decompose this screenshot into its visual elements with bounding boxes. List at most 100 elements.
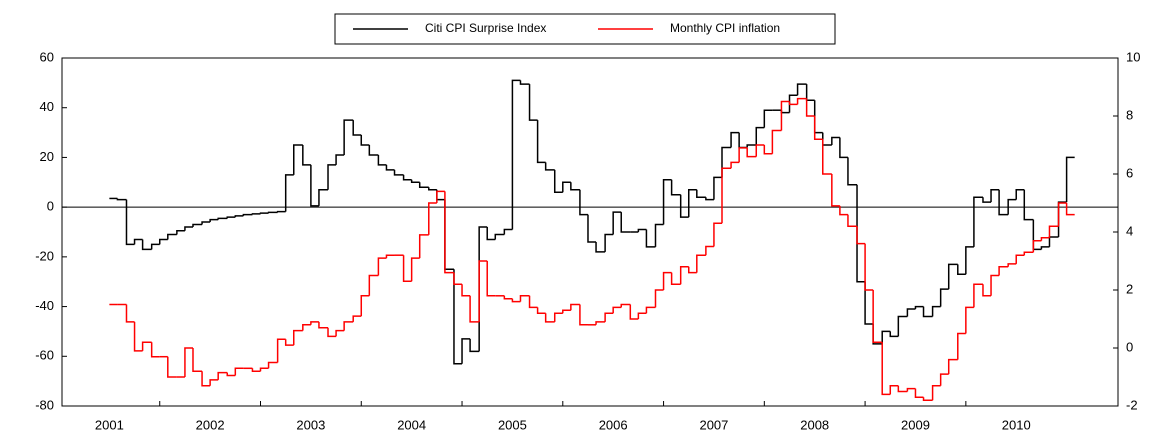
step-segment xyxy=(931,384,941,401)
step-segment xyxy=(914,388,924,399)
step-segment xyxy=(738,147,748,163)
x-tick-label: 2001 xyxy=(95,417,124,432)
step-segment xyxy=(889,331,899,338)
x-tick-label: 2006 xyxy=(599,417,628,432)
step-segment xyxy=(973,196,983,247)
x-tick-label: 2009 xyxy=(901,417,930,432)
x-tick-label: 2008 xyxy=(800,417,829,432)
step-segment xyxy=(922,397,933,401)
step-segment xyxy=(570,182,580,191)
y-tick-label: -80 xyxy=(35,397,54,412)
step-segment xyxy=(486,261,496,297)
step-segment xyxy=(822,132,832,146)
step-segment xyxy=(428,202,437,235)
step-segment xyxy=(1023,189,1034,221)
step-segment xyxy=(604,312,614,322)
step-segment xyxy=(150,243,160,250)
step-segment xyxy=(478,226,488,352)
step-segment xyxy=(906,308,916,317)
step-segment xyxy=(914,305,924,310)
step-segment xyxy=(998,189,1009,216)
step-segment xyxy=(284,174,294,212)
step-segment xyxy=(922,306,933,318)
plot-frame xyxy=(61,57,1119,407)
step-segment xyxy=(402,174,412,181)
step-segment xyxy=(544,313,555,323)
step-segment xyxy=(184,226,193,231)
step-segment xyxy=(428,187,437,191)
step-segment xyxy=(217,217,228,220)
step-segment xyxy=(1065,156,1075,203)
step-segment xyxy=(1040,237,1050,241)
y-tick-label: -40 xyxy=(35,298,54,313)
step-segment xyxy=(519,295,530,302)
step-segment xyxy=(352,120,362,136)
y2-tick-label: 6 xyxy=(1126,165,1133,180)
step-segment xyxy=(528,295,538,309)
step-segment xyxy=(503,295,513,300)
y2-tick-label: -2 xyxy=(1126,397,1138,412)
y-tick-label: 0 xyxy=(47,199,54,214)
y-tick-label: 20 xyxy=(40,149,54,164)
step-segment xyxy=(158,238,168,245)
step-segment xyxy=(402,255,412,283)
step-segment xyxy=(662,179,672,225)
step-segment xyxy=(705,245,714,256)
step-segment xyxy=(587,214,597,243)
step-segment xyxy=(469,338,480,353)
step-segment xyxy=(310,164,319,207)
step-segment xyxy=(125,304,135,323)
step-segment xyxy=(629,304,639,320)
step-segment xyxy=(553,169,563,193)
step-segment xyxy=(352,315,362,322)
step-segment xyxy=(226,372,236,377)
step-segment xyxy=(503,228,513,235)
legend-box xyxy=(334,13,836,45)
step-segment xyxy=(746,147,757,158)
step-segment xyxy=(1040,246,1050,250)
step-segment xyxy=(276,338,286,363)
step-segment xyxy=(192,223,203,228)
step-segment xyxy=(713,222,722,247)
y2-tick-label: 10 xyxy=(1126,49,1140,64)
step-segment xyxy=(318,321,329,329)
step-segment xyxy=(302,324,311,331)
step-segment xyxy=(755,126,765,145)
step-segment xyxy=(1023,251,1034,256)
step-segment xyxy=(813,116,823,140)
step-segment xyxy=(393,169,404,176)
step-segment xyxy=(939,373,949,386)
step-segment xyxy=(562,181,571,193)
step-segment xyxy=(856,184,866,283)
step-segment xyxy=(141,239,152,251)
step-segment xyxy=(478,260,488,322)
step-segment xyxy=(796,83,807,96)
step-segment xyxy=(209,218,219,223)
step-segment xyxy=(696,254,706,273)
legend-text: Monthly CPI inflation xyxy=(670,21,780,35)
step-segment xyxy=(327,164,337,190)
step-segment xyxy=(965,306,974,334)
x-tick-label: 2003 xyxy=(296,417,325,432)
step-segment xyxy=(226,216,236,219)
y-tick-label: -60 xyxy=(35,348,54,363)
step-segment xyxy=(251,368,261,372)
step-segment xyxy=(1007,198,1017,215)
step-segment xyxy=(469,295,480,323)
step-segment xyxy=(343,321,354,331)
step-segment xyxy=(982,197,992,203)
step-segment xyxy=(570,303,580,311)
step-segment xyxy=(839,137,848,159)
step-segment xyxy=(872,290,883,343)
step-segment xyxy=(418,234,429,259)
step-segment xyxy=(141,341,152,351)
step-segment xyxy=(670,179,681,196)
step-segment xyxy=(864,281,874,325)
step-segment xyxy=(461,338,471,364)
step-segment xyxy=(813,100,823,134)
step-segment xyxy=(310,321,319,325)
step-segment xyxy=(167,356,177,378)
step-segment xyxy=(654,289,664,308)
y2-tick-label: 4 xyxy=(1126,223,1133,238)
step-segment xyxy=(1065,203,1075,216)
